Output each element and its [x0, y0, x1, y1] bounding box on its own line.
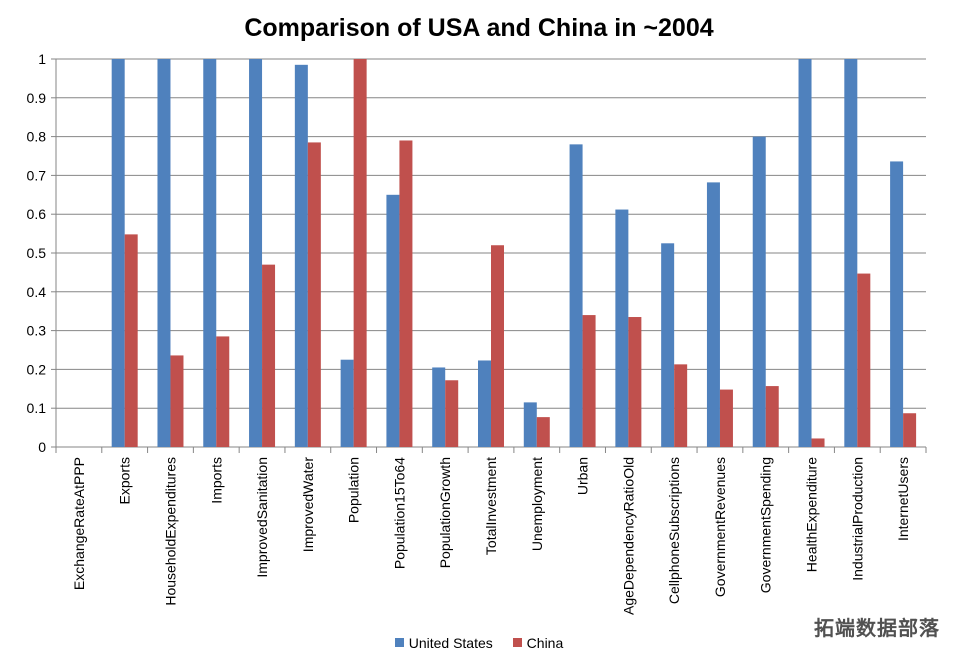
- x-tick-label: IndustrialProduction: [849, 457, 865, 581]
- legend-swatch-united-states: [394, 638, 404, 647]
- x-tick-label: Imports: [208, 457, 224, 504]
- legend: United States China: [0, 634, 958, 651]
- bar-china: [903, 413, 917, 447]
- bar-united-states: [478, 360, 491, 447]
- y-tick-label: 0.6: [27, 206, 47, 222]
- bar-china: [811, 438, 825, 447]
- bar-united-states: [386, 194, 400, 447]
- x-tick-label: InternetUsers: [895, 457, 911, 541]
- bar-china: [857, 273, 871, 447]
- x-tick-label: Exports: [117, 457, 133, 504]
- bar-china: [353, 59, 367, 447]
- bar-united-states: [615, 209, 629, 447]
- x-tick-label: CellphoneSubscriptions: [666, 457, 682, 604]
- y-tick-label: 0: [38, 439, 46, 455]
- bar-china: [170, 355, 184, 447]
- x-tick-label: ImprovedSanitation: [254, 457, 270, 578]
- bar-china: [399, 140, 413, 448]
- bar-united-states: [111, 59, 125, 447]
- y-tick-label: 0.2: [27, 361, 47, 377]
- chart-title: Comparison of USA and China in ~2004: [244, 14, 714, 42]
- y-tick-label: 0.5: [27, 245, 47, 261]
- bar-united-states: [798, 59, 812, 447]
- bar-china: [582, 315, 596, 447]
- bar-united-states: [432, 367, 446, 447]
- bar-china: [628, 317, 642, 447]
- bar-united-states: [661, 243, 675, 447]
- watermark: 拓端数据部落: [814, 616, 940, 640]
- legend-label-united-states: United States: [408, 634, 493, 651]
- bar-china: [445, 380, 459, 447]
- legend-label-china: China: [526, 634, 564, 651]
- bar-united-states: [249, 59, 263, 447]
- bar-china: [491, 245, 504, 447]
- bar-united-states: [844, 59, 858, 447]
- bar-united-states: [523, 402, 537, 447]
- x-tick-label: TotalInvestment: [483, 457, 499, 555]
- bar-china: [124, 234, 138, 447]
- legend-swatch-china: [512, 638, 522, 647]
- x-tick-label: PopulationGrowth: [437, 457, 453, 568]
- x-tick-label: Population15To64: [391, 457, 407, 569]
- y-tick-label: 1: [38, 51, 46, 67]
- bar-united-states: [157, 59, 171, 447]
- x-tick-label: HealthExpenditure: [804, 457, 820, 572]
- bar-united-states: [569, 144, 583, 448]
- bar-china: [765, 386, 779, 447]
- bar-united-states: [752, 136, 766, 447]
- x-tick-label: AgeDependencyRatioOld: [620, 457, 636, 615]
- x-tick-label: ImprovedWater: [300, 457, 316, 553]
- y-tick-label: 0.8: [27, 129, 47, 145]
- bar-china: [216, 336, 230, 447]
- x-tick-label: ExchangeRateAtPPP: [71, 457, 87, 590]
- y-tick-label: 0.9: [27, 90, 47, 106]
- y-tick-label: 0.7: [27, 167, 47, 183]
- bar-china: [307, 142, 321, 448]
- x-tick-label: GovernmentSpending: [758, 457, 774, 593]
- x-tick-label: Unemployment: [529, 457, 545, 551]
- bar-united-states: [890, 161, 904, 447]
- bar-china: [536, 417, 550, 447]
- legend-item-united-states: United States: [394, 634, 493, 651]
- bar-china: [674, 364, 688, 447]
- legend-item-china: China: [512, 634, 564, 651]
- bar-china: [262, 264, 276, 447]
- x-tick-label: GovernmentRevenues: [712, 457, 728, 597]
- x-tick-label: Urban: [575, 457, 591, 495]
- y-tick-label: 0.3: [27, 323, 47, 339]
- x-tick-label: HouseholdExpenditures: [162, 457, 178, 606]
- y-tick-label: 0.1: [27, 400, 47, 416]
- x-tick-label: Population: [346, 457, 362, 523]
- bar-united-states: [203, 59, 217, 447]
- y-tick-label: 0.4: [27, 284, 47, 300]
- bar-united-states: [340, 359, 354, 447]
- bar-china: [719, 389, 733, 447]
- bar-united-states: [294, 64, 308, 447]
- bar-united-states: [706, 182, 720, 447]
